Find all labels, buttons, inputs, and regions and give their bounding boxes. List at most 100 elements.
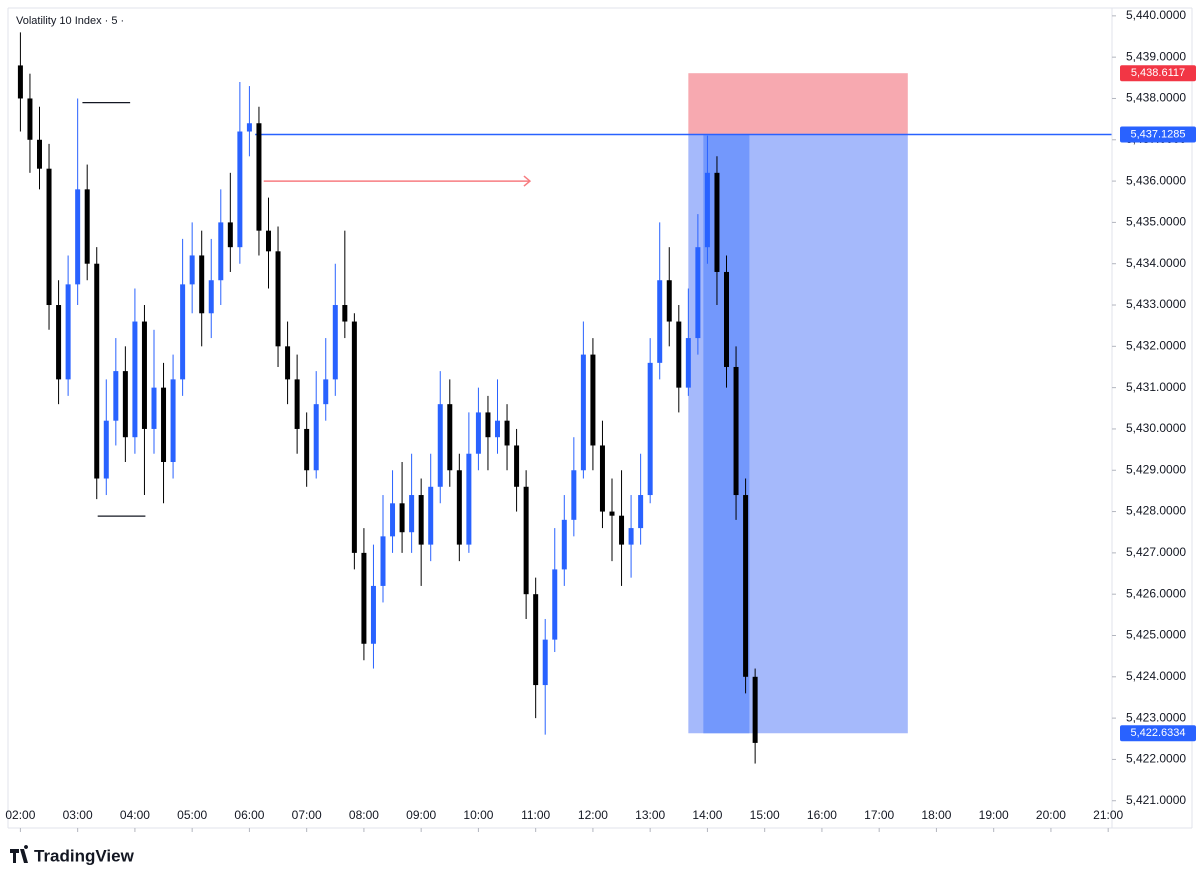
candle-body [523, 486, 529, 595]
x-tick-label: 14:00 [692, 808, 722, 822]
candle-body [504, 420, 510, 446]
candle-body [65, 284, 71, 380]
candle-body [199, 255, 205, 314]
candle-body [227, 222, 233, 248]
x-tick-label: 20:00 [1036, 808, 1066, 822]
logo-icon [10, 845, 29, 863]
y-tick-label: 5,424.0000 [1126, 669, 1186, 683]
chart-title: Volatility 10 Index · 5 · [16, 15, 124, 27]
price-label-box [1120, 65, 1196, 82]
candle-body [561, 519, 567, 570]
candle-body [208, 280, 214, 314]
candle-body [27, 98, 33, 140]
y-tick-label: 5,429.0000 [1126, 462, 1186, 476]
x-tick-label: 08:00 [349, 808, 379, 822]
candle-body [447, 404, 453, 471]
candle-body [56, 305, 62, 380]
candle-body [409, 495, 415, 533]
y-tick-label: 5,428.0000 [1126, 504, 1186, 518]
x-tick-label: 15:00 [750, 808, 780, 822]
candle-body [370, 585, 376, 644]
candle-body [285, 346, 291, 380]
candle-body [84, 189, 90, 264]
filled-zone [703, 134, 750, 734]
x-tick-label: 02:00 [5, 808, 35, 822]
candle-body [466, 453, 472, 545]
candle-body [428, 486, 434, 545]
x-tick-label: 06:00 [234, 808, 264, 822]
candle-body [46, 168, 52, 306]
x-tick-label: 10:00 [463, 808, 493, 822]
candle-body [332, 305, 338, 380]
candle-body [151, 387, 157, 429]
candle-body [265, 230, 271, 252]
x-tick-label: 12:00 [578, 808, 608, 822]
arrow-head [523, 175, 532, 187]
price-label-box [1120, 725, 1196, 742]
candle-body [752, 676, 758, 743]
candle-body [695, 247, 701, 339]
candle-body [609, 511, 615, 516]
candle-body [390, 503, 396, 537]
y-tick-label: 5,433.0000 [1126, 297, 1186, 311]
candle-body [638, 495, 644, 529]
y-tick-label: 5,439.0000 [1126, 49, 1186, 63]
stop-zone [688, 73, 908, 135]
x-tick-label: 18:00 [921, 808, 951, 822]
y-tick-label: 5,431.0000 [1126, 380, 1186, 394]
y-tick-label: 5,430.0000 [1126, 421, 1186, 435]
candle-body [342, 305, 348, 322]
candle-body [103, 420, 109, 479]
y-tick-label: 5,426.0000 [1126, 586, 1186, 600]
candle-body [685, 338, 691, 388]
candle-body [246, 123, 252, 132]
y-tick-label: 5,440.0000 [1126, 8, 1186, 22]
candle-body [733, 366, 739, 496]
y-tick-label: 5,435.0000 [1126, 215, 1186, 229]
candle-body [399, 503, 405, 533]
candle-body [418, 495, 424, 545]
candle-body [36, 139, 42, 169]
candle-body [304, 428, 310, 471]
candle-body [141, 321, 147, 429]
x-tick-label: 04:00 [120, 808, 150, 822]
x-tick-label: 09:00 [406, 808, 436, 822]
candle-body [75, 189, 81, 285]
candle-body [657, 280, 663, 363]
candle-body [619, 515, 625, 545]
candle-body [552, 569, 558, 640]
x-tick-label: 21:00 [1093, 808, 1123, 822]
y-tick-label: 5,422.0000 [1126, 752, 1186, 766]
y-tick-label: 5,434.0000 [1126, 256, 1186, 270]
x-tick-label: 16:00 [807, 808, 837, 822]
candle-body [323, 379, 329, 405]
y-tick-label: 5,427.0000 [1126, 545, 1186, 559]
x-tick-label: 07:00 [292, 808, 322, 822]
candle-body [17, 65, 23, 99]
candle-body [647, 362, 653, 496]
y-tick-label: 5,432.0000 [1126, 338, 1186, 352]
y-tick-label: 5,436.0000 [1126, 173, 1186, 187]
logo-text: TradingView [34, 846, 135, 865]
candle-body [313, 404, 319, 471]
candle-body [94, 263, 100, 479]
y-tick-label: 5,423.0000 [1126, 710, 1186, 724]
x-tick-label: 17:00 [864, 808, 894, 822]
candle-body [189, 255, 195, 285]
price-label: 5,438.6117 [1131, 67, 1185, 79]
candle-body [571, 470, 577, 520]
candle-body [743, 495, 749, 677]
x-tick-label: 13:00 [635, 808, 665, 822]
y-tick-label: 5,425.0000 [1126, 628, 1186, 642]
candle-body [533, 594, 539, 686]
candle-body [237, 131, 243, 248]
candle-body [294, 379, 300, 429]
candle-body [724, 271, 730, 367]
candle-body [256, 123, 262, 231]
candle-body [475, 412, 481, 454]
candle-body [275, 251, 281, 347]
x-tick-label: 03:00 [63, 808, 93, 822]
